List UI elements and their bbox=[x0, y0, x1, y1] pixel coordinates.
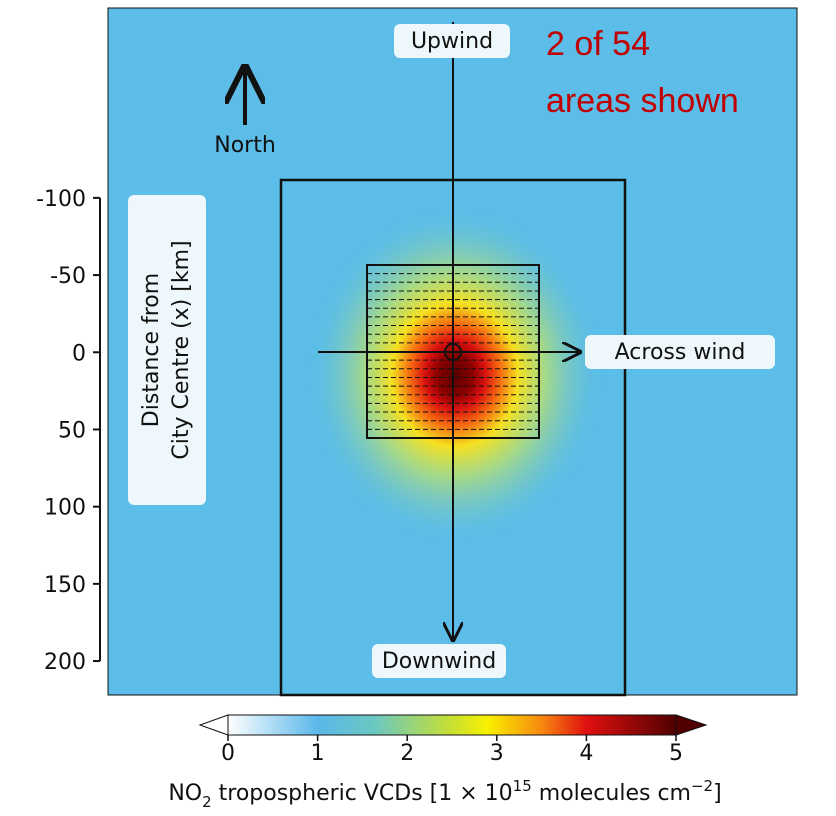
y-axis-label: Distance from City Centre (x) [km] bbox=[139, 240, 194, 459]
upwind-label: Upwind bbox=[411, 29, 493, 54]
label-box bbox=[394, 24, 510, 58]
count-note: 2 of 54 bbox=[546, 25, 650, 63]
label-box bbox=[372, 644, 506, 678]
colorbar-label-part: tropospheric VCDs [1 × 10 bbox=[212, 781, 513, 806]
colorbar-extend-high bbox=[675, 714, 708, 736]
colorbar-label-part: 15 bbox=[513, 777, 532, 795]
colorbar-label: NO2 tropospheric VCDs [1 × 1015 molecule… bbox=[168, 777, 721, 811]
colorbar-tick-label: 4 bbox=[579, 741, 593, 766]
y-tick-label: 200 bbox=[44, 650, 86, 675]
count-note: areas shown bbox=[546, 82, 739, 120]
colorbar-label-part: −2 bbox=[691, 777, 713, 795]
colorbar-tick-label: 3 bbox=[490, 741, 504, 766]
y-tick-label: 100 bbox=[44, 496, 86, 521]
label-box bbox=[128, 195, 206, 505]
y-tick-label: -50 bbox=[50, 264, 86, 289]
downwind-label: Downwind bbox=[382, 649, 496, 674]
colorbar-label-part: NO bbox=[168, 781, 202, 806]
colorbar-tick-label: 2 bbox=[400, 741, 414, 766]
colorbar-extend-low bbox=[198, 714, 229, 736]
y-tick-label: 0 bbox=[72, 341, 86, 366]
y-axis-label-line: Distance from bbox=[139, 273, 164, 427]
colorbar-tick-label: 0 bbox=[221, 741, 235, 766]
y-tick-label: 150 bbox=[44, 573, 86, 598]
label-box bbox=[585, 335, 775, 369]
north-label: North bbox=[214, 133, 276, 158]
colorbar-label-part: 2 bbox=[202, 793, 212, 811]
across-label: Across wind bbox=[615, 340, 746, 365]
colorbar bbox=[227, 714, 677, 736]
colorbar-label-part: ] bbox=[713, 781, 722, 806]
hotspot bbox=[305, 205, 605, 545]
y-tick-label: 50 bbox=[58, 418, 86, 443]
y-axis-label-line: City Centre (x) [km] bbox=[169, 240, 194, 459]
colorbar-tick-label: 1 bbox=[311, 741, 325, 766]
y-tick-label: -100 bbox=[36, 187, 86, 212]
city-centre bbox=[444, 343, 462, 361]
colorbar-label-part: molecules cm bbox=[532, 781, 691, 806]
colorbar-tick-label: 5 bbox=[669, 741, 683, 766]
